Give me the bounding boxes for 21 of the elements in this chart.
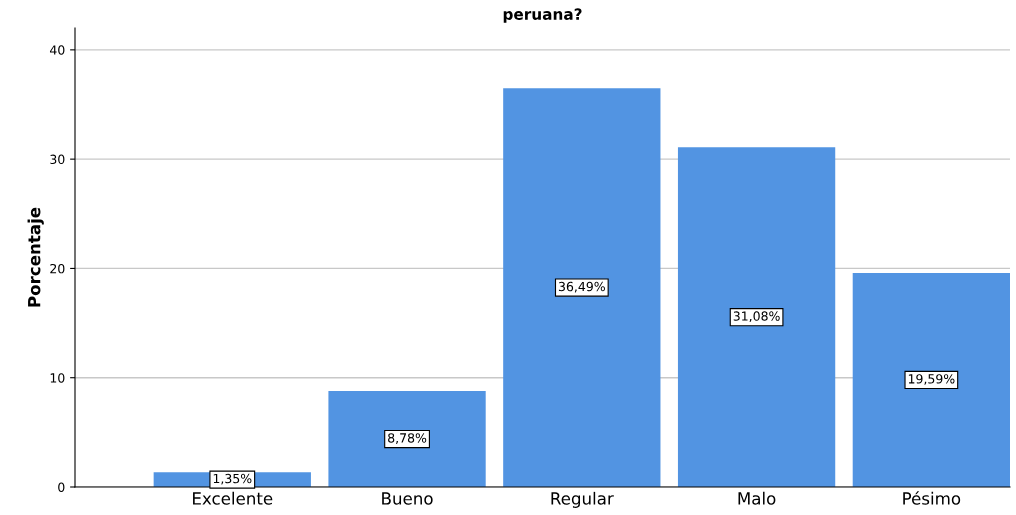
data-label: 19,59% — [908, 374, 955, 385]
y-tick-label: 20 — [50, 263, 65, 274]
x-tick-label: Malo — [738, 491, 776, 505]
bar — [328, 391, 486, 487]
data-label: 31,08% — [733, 311, 780, 323]
y-axis-title: Porcentaje — [27, 207, 44, 307]
chart-title: peruana? — [503, 8, 582, 23]
x-tick-label: Regular — [551, 491, 614, 508]
y-tick-label: 40 — [49, 45, 65, 55]
x-tick-label: Excelente — [193, 491, 273, 505]
y-tick-label: 30 — [50, 154, 65, 165]
bar — [852, 272, 1010, 487]
x-tick-label: Pésimo — [903, 491, 961, 505]
data-label: 1,35% — [213, 473, 252, 485]
y-tick-label: 0 — [58, 482, 65, 492]
bar — [503, 88, 661, 487]
data-label: 8,78% — [388, 433, 427, 444]
data-label: 36,49% — [558, 281, 605, 293]
bar — [677, 147, 836, 487]
x-tick-label: Bueno — [382, 492, 433, 505]
y-tick-label: 10 — [50, 373, 65, 383]
